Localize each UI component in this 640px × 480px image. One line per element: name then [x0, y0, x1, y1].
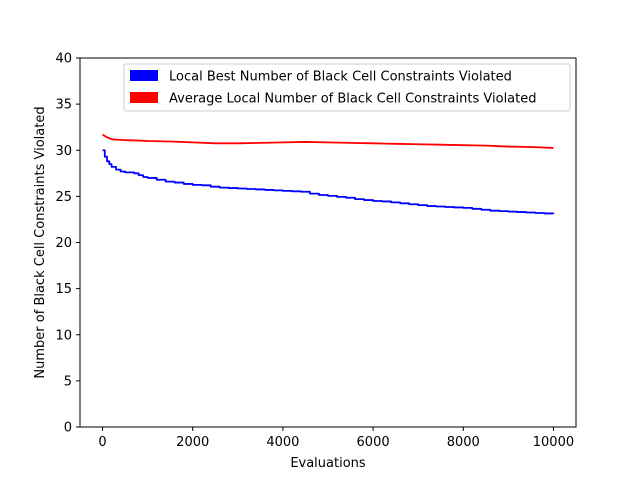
y-tick-label: 20: [55, 236, 72, 251]
y-axis-label: Number of Black Cell Constraints Violate…: [33, 106, 48, 378]
y-tick-label: 5: [64, 374, 72, 389]
y-tick-label: 30: [55, 144, 72, 159]
x-tick-label: 0: [98, 435, 106, 450]
y-tick-label: 10: [55, 328, 72, 343]
legend-box: [123, 63, 571, 112]
x-tick-label: 8000: [447, 435, 480, 450]
legend-swatch-average-local: [130, 92, 158, 103]
y-tick-label: 15: [55, 282, 72, 297]
legend-swatch-local-best: [130, 70, 158, 81]
series-line-average-local: [102, 133, 554, 149]
series-line-local-best: [102, 149, 555, 215]
y-tick-label: 35: [55, 98, 72, 113]
plot-frame: [79, 57, 577, 428]
y-tick-label: 40: [55, 52, 72, 67]
legend-label-local-best: Local Best Number of Black Cell Constrai…: [169, 70, 512, 85]
x-axis-label: Evaluations: [290, 456, 366, 471]
x-tick-label: 10000: [533, 435, 574, 450]
axis-ticks: 0 2000 4000 6000 8000 10000 0 5 10 15 20 25 30 35 40: [55, 52, 574, 451]
y-tick-label: 0: [64, 421, 72, 436]
legend: Local Best Number of Black Cell Constrai…: [123, 63, 571, 112]
legend-label-average-local: Average Local Number of Black Cell Const…: [169, 92, 537, 107]
x-tick-label: 4000: [266, 435, 299, 450]
x-tick-label: 6000: [357, 435, 390, 450]
series-lines: [102, 133, 555, 215]
plot-background: [80, 58, 576, 427]
x-tick-label: 2000: [176, 435, 209, 450]
y-tick-label: 25: [55, 190, 72, 205]
